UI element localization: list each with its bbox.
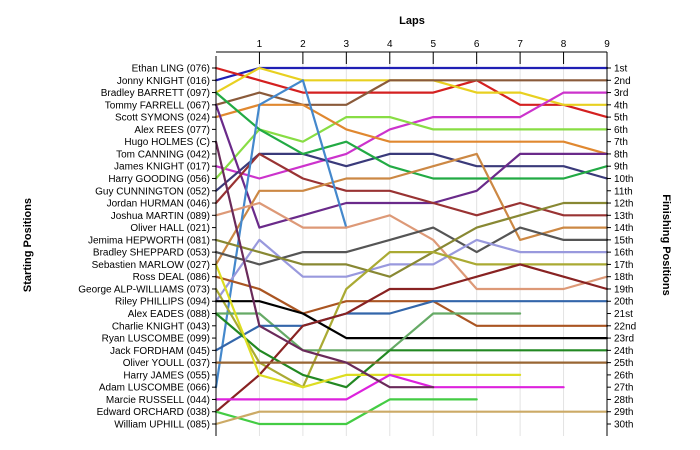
starting-position-label: Alex EADES (088): [128, 309, 210, 320]
finishing-position-label: 21st: [614, 309, 633, 320]
finishing-position-label: 8th: [614, 149, 628, 160]
finishing-position-label: 1st: [614, 64, 628, 75]
x-tick-label: 8: [561, 39, 567, 50]
finishing-position-label: 14th: [614, 223, 633, 234]
finishing-position-label: 6th: [614, 125, 628, 136]
starting-position-label: Marcie RUSSELL (044): [106, 395, 210, 406]
starting-position-label: Tom CANNING (042): [116, 149, 210, 160]
x-tick-label: 2: [300, 39, 306, 50]
finishing-position-label: 4th: [614, 100, 628, 111]
starting-position-label: Sebastien MARLOW (027): [92, 260, 210, 271]
finishing-position-label: 17th: [614, 260, 633, 271]
finishing-position-label: 29th: [614, 407, 633, 418]
starting-position-label: Jordan HURMAN (046): [107, 199, 210, 210]
finishing-position-label: 23rd: [614, 334, 634, 345]
starting-position-label: Adam LUSCOMBE (066): [99, 383, 210, 394]
starting-position-label: William UPHILL (085): [114, 420, 210, 431]
finishing-position-label: 18th: [614, 272, 633, 283]
starting-position-label: Alex REES (077): [134, 125, 210, 136]
starting-position-label: Jack FORDHAM (045): [110, 346, 210, 357]
starting-position-label: George ALP-WILLIAMS (073): [78, 284, 210, 295]
finishing-position-label: 25th: [614, 358, 633, 369]
starting-position-label: Guy CUNNINGTON (052): [95, 186, 210, 197]
label-layer: 1 2 3 4 5 6 7 8 9 Ethan LING (076) 1st Jonny KNIGHT…: [78, 39, 636, 431]
series-line: [214, 103, 609, 155]
starting-position-label: Jonny KNIGHT (016): [117, 76, 210, 87]
finishing-position-label: 26th: [614, 370, 633, 381]
x-tick-label: 3: [344, 39, 350, 50]
series-line: [214, 263, 609, 413]
starting-position-label: Hugo HOLMES (C): [124, 137, 210, 148]
starting-position-label: James KNIGHT (017): [114, 162, 210, 173]
x-tick-label: 9: [604, 39, 610, 50]
x-tick-label: 6: [474, 39, 480, 50]
starting-position-label: Ethan LING (076): [132, 64, 210, 75]
series-line: [214, 300, 609, 352]
x-tick-label: 5: [430, 39, 436, 50]
starting-position-label: Ross DEAL (086): [133, 272, 210, 283]
finishing-position-label: 24th: [614, 346, 633, 357]
series-layer: [214, 66, 609, 426]
finishing-position-label: 27th: [614, 383, 633, 394]
series-line: [214, 251, 609, 389]
starting-position-label: Joshua MARTIN (089): [111, 211, 210, 222]
series-line: [214, 300, 609, 340]
starting-position-label: Edward ORCHARD (038): [97, 407, 210, 418]
x-axis-title: Laps: [399, 15, 425, 27]
series-line: [214, 312, 522, 352]
finishing-position-label: 13th: [614, 211, 633, 222]
finishing-position-label: 16th: [614, 248, 633, 259]
finishing-position-label: 30th: [614, 420, 633, 431]
finishing-position-label: 3rd: [614, 88, 628, 99]
x-tick-label: 4: [387, 39, 393, 50]
series-line: [214, 103, 609, 229]
finishing-position-label: 20th: [614, 297, 633, 308]
finishing-position-label: 2nd: [614, 76, 631, 87]
series-line: [214, 373, 565, 401]
series-line: [214, 115, 609, 180]
series-line: [214, 275, 609, 327]
starting-position-label: Bradley BARRETT (097): [101, 88, 210, 99]
finishing-position-label: 5th: [614, 113, 628, 124]
finishing-position-label: 15th: [614, 235, 633, 246]
finishing-position-label: 11th: [614, 186, 633, 197]
series-line: [214, 66, 609, 82]
starting-position-label: Oliver HALL (021): [130, 223, 210, 234]
starting-position-label: Oliver YOULL (037): [123, 358, 210, 369]
series-line: [214, 201, 609, 278]
finishing-position-label: 10th: [614, 174, 633, 185]
axes-layer: [212, 51, 611, 436]
left-axis-title: Starting Positions: [22, 198, 34, 292]
finishing-position-label: 7th: [614, 137, 628, 148]
starting-position-label: Harry JAMES (055): [123, 370, 210, 381]
series-line: [214, 140, 435, 389]
finishing-position-label: 28th: [614, 395, 633, 406]
right-axis-title: Finishing Positions: [660, 194, 672, 295]
x-tick-label: 1: [257, 39, 263, 50]
starting-position-label: Harry GOODING (056): [108, 174, 210, 185]
starting-position-label: Ryan LUSCOMBE (099): [102, 334, 210, 345]
finishing-position-label: 12th: [614, 199, 633, 210]
series-line: [214, 398, 478, 426]
starting-position-label: Scott SYMONS (024): [115, 113, 210, 124]
x-tick-label: 7: [517, 39, 523, 50]
finishing-position-label: 19th: [614, 284, 633, 295]
series-line: [214, 152, 609, 192]
series-line: [214, 410, 609, 426]
starting-position-label: Jemima HEPWORTH (081): [88, 235, 210, 246]
finishing-position-label: 22nd: [614, 321, 636, 332]
starting-position-label: Riley PHILLIPS (094): [115, 297, 210, 308]
starting-position-label: Tommy FARRELL (067): [105, 100, 210, 111]
series-line: [214, 79, 609, 106]
series-line: [214, 201, 609, 291]
starting-position-label: Charlie KNIGHT (043): [112, 321, 210, 332]
starting-position-label: Bradley SHEPPARD (053): [93, 248, 210, 259]
finishing-position-label: 9th: [614, 162, 628, 173]
